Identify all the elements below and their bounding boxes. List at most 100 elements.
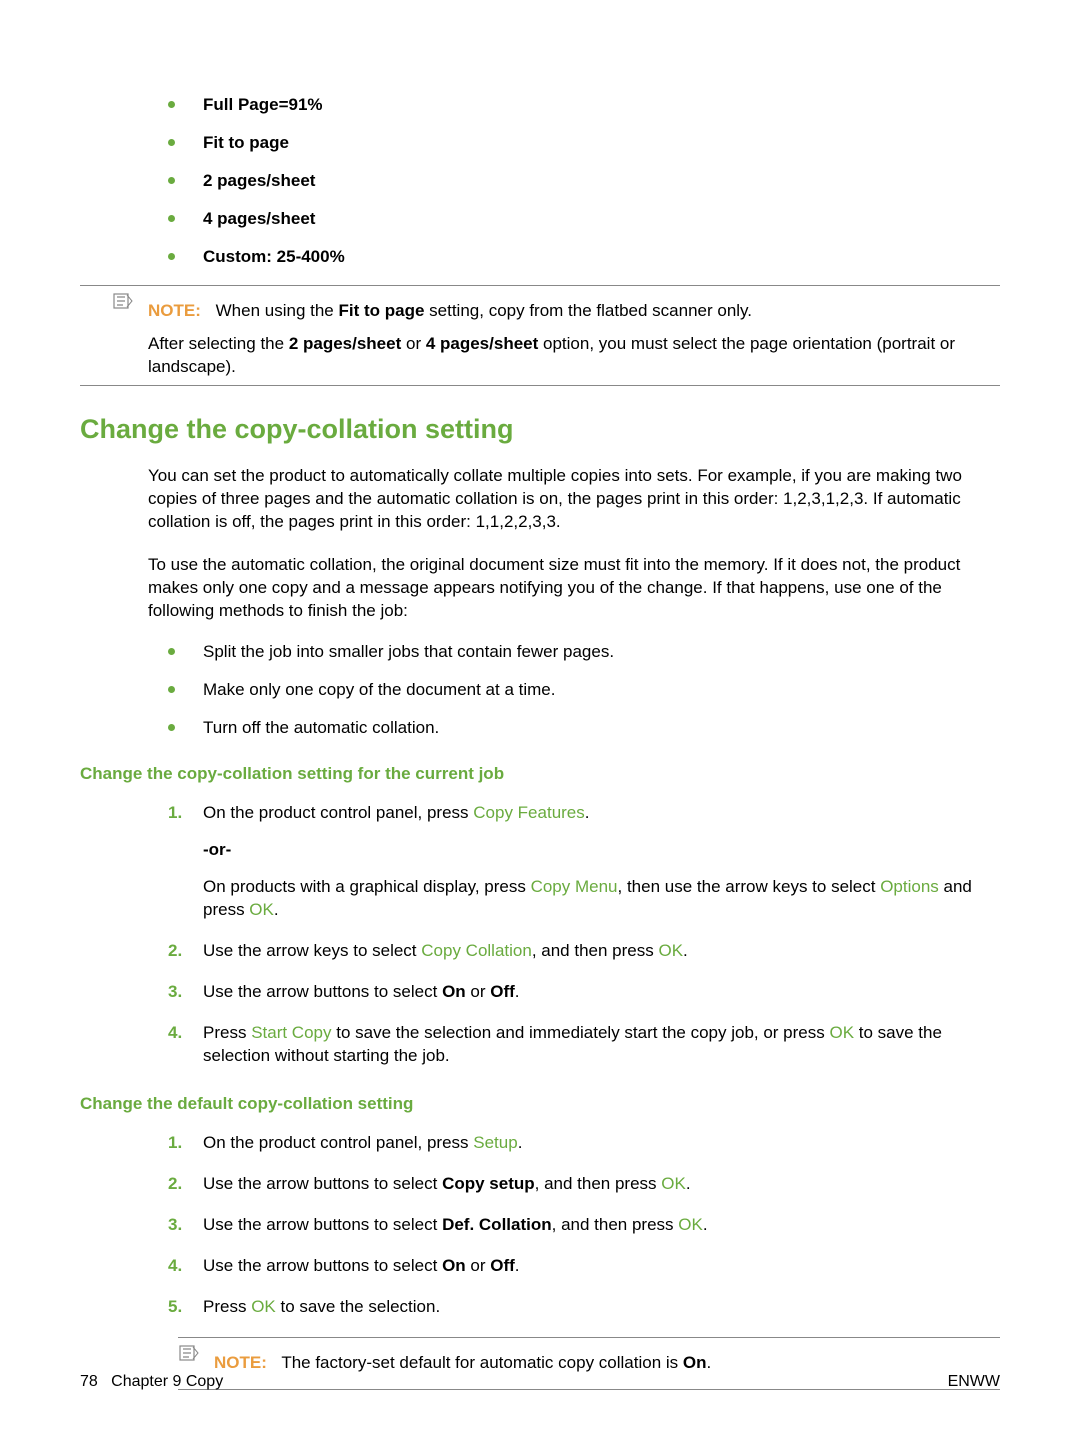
bullet-item: Full Page=91% [168,95,1000,115]
note1-p2-pre: After selecting the [148,334,289,353]
bullet-item: Make only one copy of the document at a … [168,680,1000,700]
note-label: NOTE: [148,301,201,320]
bullet-item: Turn off the automatic collation. [168,718,1000,738]
d4-b1: On [442,1256,466,1275]
step-3: 3. Use the arrow buttons to select Def. … [168,1214,1000,1237]
s2-mid: , and then press [532,941,659,960]
s2-hl1: Copy Collation [421,941,532,960]
s1-post: . [585,803,590,822]
s1-p2-post: . [274,900,279,919]
d2-b1: Copy setup [442,1174,535,1193]
d3-pre: Use the arrow buttons to select [203,1215,442,1234]
note-icon [112,292,134,310]
d2-hl1: OK [661,1174,686,1193]
section-body: You can set the product to automatically… [148,465,1000,739]
s2-post: . [683,941,688,960]
s4-pre: Press [203,1023,251,1042]
step-2: 2. Use the arrow keys to select Copy Col… [168,940,1000,963]
step-num: 4. [168,1022,182,1045]
s3-pre: Use the arrow buttons to select [203,982,442,1001]
footer-left: 78 Chapter 9 Copy [80,1373,223,1391]
step-1: 1. On the product control panel, press S… [168,1132,1000,1155]
s3-post: . [515,982,520,1001]
page-number: 78 [80,1373,98,1390]
step-num: 3. [168,1214,182,1237]
bullet-text: Make only one copy of the document at a … [203,680,555,699]
d2-pre: Use the arrow buttons to select [203,1174,442,1193]
s3-b1: On [442,982,466,1001]
sub2-title: Change the default copy-collation settin… [80,1094,1000,1114]
sub2-body: 1. On the product control panel, press S… [148,1132,1000,1390]
note1-pre: When using the [216,301,339,320]
page-footer: 78 Chapter 9 Copy ENWW [80,1373,1000,1391]
note1-line1: NOTE: When using the Fit to page setting… [148,300,1000,323]
s1-or: -or- [203,839,1000,862]
bullet-list: Full Page=91% Fit to page 2 pages/sheet … [168,95,1000,267]
s2-pre: Use the arrow keys to select [203,941,421,960]
s1-p2-mid: , then use the arrow keys to select [618,877,881,896]
bullet-item: 4 pages/sheet [168,209,1000,229]
initial-bullets-block: Full Page=91% Fit to page 2 pages/sheet … [148,95,1000,267]
d4-post: . [515,1256,520,1275]
step-4: 4. Use the arrow buttons to select On or… [168,1255,1000,1278]
note2-b1: On [683,1353,707,1372]
step-2: 2. Use the arrow buttons to select Copy … [168,1173,1000,1196]
bullet-text: Fit to page [203,133,289,152]
s1-p2-hl3: OK [249,900,274,919]
s1-pre: On the product control panel, press [203,803,473,822]
step-1: 1. On the product control panel, press C… [168,802,1000,922]
step-3: 3. Use the arrow buttons to select On or… [168,981,1000,1004]
s1-hl1: Copy Features [473,803,585,822]
d5-pre: Press [203,1297,251,1316]
step-num: 3. [168,981,182,1004]
section-p1: You can set the product to automatically… [148,465,1000,534]
step-num: 2. [168,940,182,963]
bullet-text: Turn off the automatic collation. [203,718,439,737]
step-num: 4. [168,1255,182,1278]
note1-para2: After selecting the 2 pages/sheet or 4 p… [148,333,1000,379]
s3-b2: Off [490,982,515,1001]
s2-hl2: OK [658,941,683,960]
step-num: 5. [168,1296,182,1319]
step-num: 1. [168,802,182,825]
d3-mid: , and then press [552,1215,679,1234]
note1-p2-b1: 2 pages/sheet [289,334,401,353]
d3-b1: Def. Collation [442,1215,552,1234]
step-5: 5. Press OK to save the selection. [168,1296,1000,1319]
section-bullets: Split the job into smaller jobs that con… [168,642,1000,738]
d1-hl1: Setup [473,1133,517,1152]
note1-p2-b2: 4 pages/sheet [426,334,538,353]
sub1-title: Change the copy-collation setting for th… [80,764,1000,784]
s4-hl1: Start Copy [251,1023,331,1042]
step-num: 1. [168,1132,182,1155]
chapter-label: Chapter 9 Copy [111,1373,223,1390]
note1-p2-mid: or [401,334,426,353]
note1-mid: setting, copy from the flatbed scanner o… [424,301,752,320]
d2-mid: , and then press [535,1174,662,1193]
step-num: 2. [168,1173,182,1196]
s4-mid: to save the selection and immediately st… [332,1023,830,1042]
d3-post: . [703,1215,708,1234]
bullet-item: 2 pages/sheet [168,171,1000,191]
bullet-item: Fit to page [168,133,1000,153]
note-icon [178,1344,200,1362]
note-label: NOTE: [214,1353,267,1372]
d1-pre: On the product control panel, press [203,1133,473,1152]
s1-p2-hl2: Options [880,877,939,896]
sub2-steps: 1. On the product control panel, press S… [168,1132,1000,1319]
bullet-text: Split the job into smaller jobs that con… [203,642,614,661]
sub1-steps: 1. On the product control panel, press C… [168,802,1000,1068]
bullet-text: 4 pages/sheet [203,209,315,228]
d5-hl1: OK [251,1297,276,1316]
d2-post: . [686,1174,691,1193]
note-inner: NOTE: When using the Fit to page setting… [148,286,1000,385]
note2-pre: The factory-set default for automatic co… [281,1353,683,1372]
s1-p2-pre: On products with a graphical display, pr… [203,877,531,896]
step-4: 4. Press Start Copy to save the selectio… [168,1022,1000,1068]
d1-post: . [518,1133,523,1152]
section-p2: To use the automatic collation, the orig… [148,554,1000,623]
section-title: Change the copy-collation setting [80,414,1000,445]
note1-b1: Fit to page [338,301,424,320]
s1-p2-hl1: Copy Menu [531,877,618,896]
note2-line: NOTE: The factory-set default for automa… [214,1352,1000,1375]
